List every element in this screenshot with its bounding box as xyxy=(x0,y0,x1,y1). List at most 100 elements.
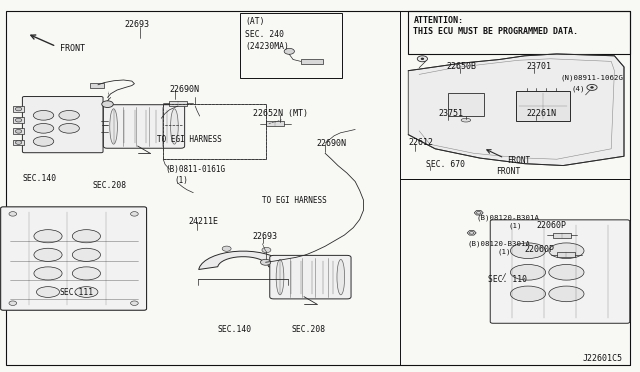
Bar xyxy=(553,232,571,238)
Bar xyxy=(448,93,484,116)
FancyBboxPatch shape xyxy=(270,255,351,299)
Text: 22693: 22693 xyxy=(253,232,278,241)
Text: 22650B: 22650B xyxy=(447,62,477,71)
Bar xyxy=(13,128,24,134)
Bar xyxy=(301,59,323,64)
Circle shape xyxy=(260,259,271,265)
Text: SEC.140: SEC.140 xyxy=(22,174,56,183)
Circle shape xyxy=(421,58,424,60)
Text: 23751: 23751 xyxy=(438,109,463,118)
Text: SEC.111: SEC.111 xyxy=(60,288,93,296)
Text: (B)08120-B301A: (B)08120-B301A xyxy=(477,214,540,221)
Circle shape xyxy=(102,101,113,108)
Circle shape xyxy=(587,84,597,90)
Polygon shape xyxy=(467,231,476,235)
Text: 22690N: 22690N xyxy=(170,85,200,94)
Circle shape xyxy=(15,118,22,122)
Bar xyxy=(240,13,342,78)
Text: TO EGI HARNESS: TO EGI HARNESS xyxy=(157,135,221,144)
Circle shape xyxy=(9,212,17,216)
Bar xyxy=(163,104,266,159)
FancyBboxPatch shape xyxy=(1,207,147,310)
Bar xyxy=(400,179,630,365)
FancyBboxPatch shape xyxy=(490,220,630,323)
Ellipse shape xyxy=(34,267,62,280)
Text: TO EGI HARNESS: TO EGI HARNESS xyxy=(262,196,327,205)
Text: (B)0811-0161G: (B)0811-0161G xyxy=(165,165,225,174)
Ellipse shape xyxy=(59,110,79,120)
Text: ATTENTION:
THIS ECU MUST BE PROGRAMMED DATA.: ATTENTION: THIS ECU MUST BE PROGRAMMED D… xyxy=(413,16,579,36)
Text: (4): (4) xyxy=(572,85,585,92)
Text: 22690N: 22690N xyxy=(317,139,347,148)
Bar xyxy=(90,83,104,88)
Text: FRONT: FRONT xyxy=(508,156,531,165)
Ellipse shape xyxy=(75,287,98,297)
Ellipse shape xyxy=(34,230,62,243)
Bar xyxy=(13,117,24,123)
Bar xyxy=(557,252,575,257)
Circle shape xyxy=(9,301,17,305)
Ellipse shape xyxy=(33,124,54,133)
Ellipse shape xyxy=(72,230,100,243)
Ellipse shape xyxy=(110,109,118,144)
Polygon shape xyxy=(198,251,288,270)
Text: SEC.208: SEC.208 xyxy=(291,325,325,334)
Text: 22261N: 22261N xyxy=(526,109,556,118)
Bar xyxy=(13,140,24,145)
Text: 22060P: 22060P xyxy=(525,246,555,254)
Text: SEC.140: SEC.140 xyxy=(218,325,252,334)
Ellipse shape xyxy=(461,118,471,122)
Text: 22693: 22693 xyxy=(125,20,150,29)
Ellipse shape xyxy=(548,264,584,280)
Ellipse shape xyxy=(337,260,344,295)
Text: (N)08911-1062G: (N)08911-1062G xyxy=(560,75,623,81)
Ellipse shape xyxy=(511,286,545,302)
Text: J22601C5: J22601C5 xyxy=(582,355,622,363)
Circle shape xyxy=(417,56,428,62)
Circle shape xyxy=(262,247,271,253)
Bar xyxy=(266,121,284,126)
Bar xyxy=(169,101,187,106)
Ellipse shape xyxy=(72,248,100,262)
Circle shape xyxy=(591,87,593,88)
Circle shape xyxy=(222,246,231,251)
Ellipse shape xyxy=(511,264,545,280)
Polygon shape xyxy=(474,211,483,215)
Ellipse shape xyxy=(34,248,62,262)
Ellipse shape xyxy=(276,260,284,295)
Circle shape xyxy=(15,129,22,133)
Text: (1): (1) xyxy=(498,249,511,256)
Ellipse shape xyxy=(548,286,584,302)
Text: (AT)
SEC. 240
(24230MA): (AT) SEC. 240 (24230MA) xyxy=(245,17,289,51)
Text: 23701: 23701 xyxy=(526,62,551,71)
Text: 22612: 22612 xyxy=(408,138,433,147)
Ellipse shape xyxy=(548,243,584,259)
Ellipse shape xyxy=(72,267,100,280)
FancyBboxPatch shape xyxy=(22,96,103,153)
Ellipse shape xyxy=(33,137,54,146)
Ellipse shape xyxy=(170,109,178,144)
Bar xyxy=(516,91,570,121)
Text: FRONT: FRONT xyxy=(60,44,84,53)
Circle shape xyxy=(131,301,138,305)
Circle shape xyxy=(284,48,294,54)
Circle shape xyxy=(15,141,22,144)
Text: FRONT: FRONT xyxy=(496,167,520,176)
Text: (1): (1) xyxy=(509,223,522,230)
Ellipse shape xyxy=(33,110,54,120)
Ellipse shape xyxy=(36,287,60,297)
Circle shape xyxy=(131,212,138,216)
Bar xyxy=(400,11,630,179)
Bar xyxy=(408,11,630,54)
Text: 22060P: 22060P xyxy=(536,221,566,230)
Text: (1): (1) xyxy=(174,176,188,185)
Text: 24211E: 24211E xyxy=(189,217,219,226)
Circle shape xyxy=(287,262,296,267)
Text: SEC. 110: SEC. 110 xyxy=(488,275,527,284)
Bar xyxy=(163,104,266,159)
Ellipse shape xyxy=(59,124,79,133)
FancyBboxPatch shape xyxy=(104,105,184,148)
Polygon shape xyxy=(408,54,624,166)
Ellipse shape xyxy=(511,243,545,259)
Text: SEC.208: SEC.208 xyxy=(93,182,127,190)
